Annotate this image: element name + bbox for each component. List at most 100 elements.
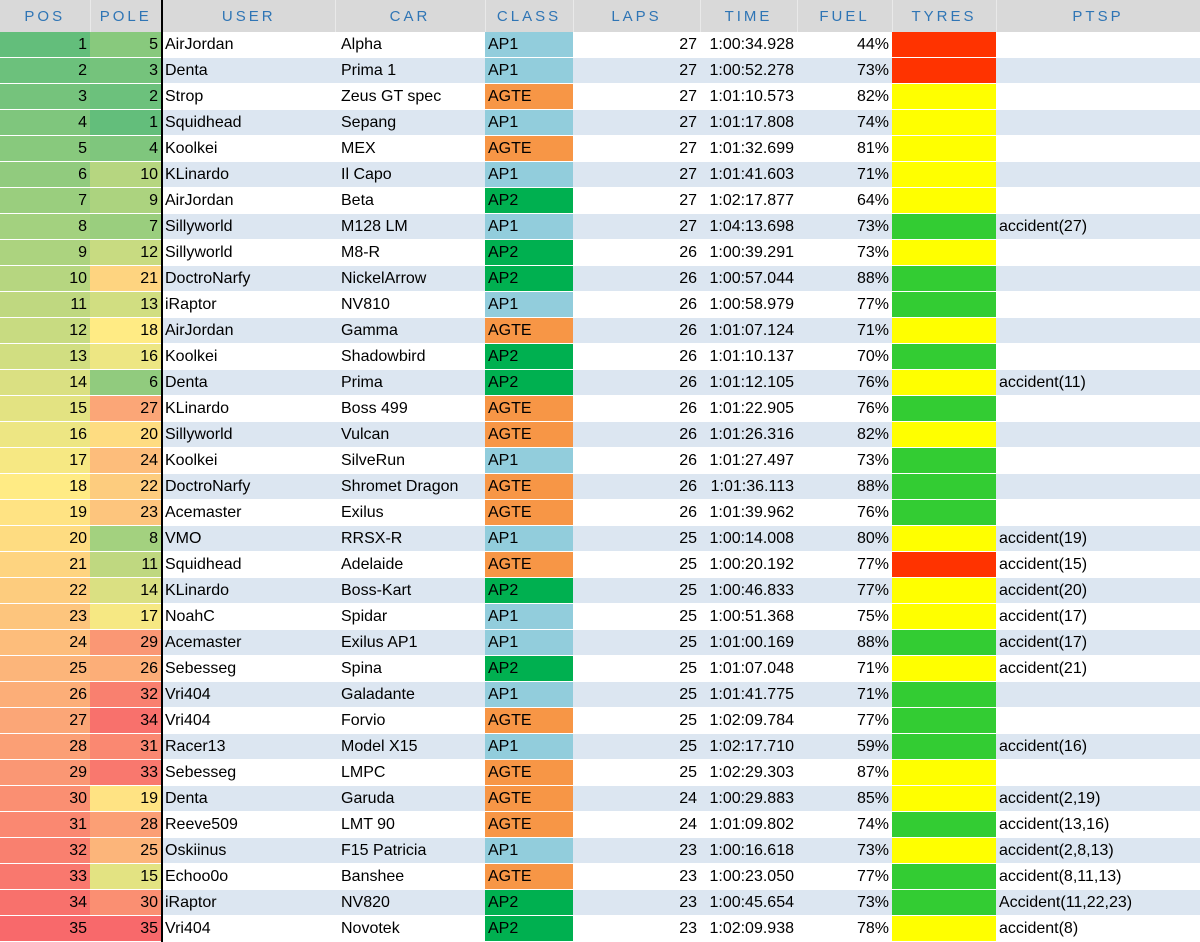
tyre-cell	[892, 57, 996, 84]
ptsp-cell: accident(21)	[996, 655, 1200, 682]
tyre-cell	[892, 317, 996, 344]
ptsp-cell: accident(13,16)	[996, 811, 1200, 838]
laps-cell: 26	[573, 239, 700, 266]
time-cell: 1:02:09.784	[700, 707, 797, 734]
time-cell: 1:01:10.137	[700, 343, 797, 370]
pole-cell: 8	[90, 525, 163, 552]
tyre-cell	[892, 837, 996, 864]
time-cell: 1:02:17.710	[700, 733, 797, 760]
fuel-cell: 76%	[797, 395, 892, 422]
header-fuel: FUEL	[797, 0, 893, 32]
pole-cell: 11	[90, 551, 163, 578]
table-row: 29 33 Sebesseg LMPC AGTE 25 1:02:29.303 87%	[0, 759, 1200, 786]
user-cell: Koolkei	[162, 447, 335, 474]
user-cell: Koolkei	[162, 343, 335, 370]
time-cell: 1:01:39.962	[700, 499, 797, 526]
fuel-cell: 73%	[797, 57, 892, 84]
user-cell: Vri404	[162, 681, 335, 708]
user-cell: Sebesseg	[162, 655, 335, 682]
ptsp-cell: accident(11)	[996, 369, 1200, 396]
table-row: 27 34 Vri404 Forvio AGTE 25 1:02:09.784 77%	[0, 707, 1200, 734]
laps-cell: 26	[573, 291, 700, 318]
car-cell: SilveRun	[335, 447, 485, 474]
table-row: 24 29 Acemaster Exilus AP1 AP1 25 1:01:00.169 8…	[0, 629, 1200, 656]
pole-cell: 26	[90, 655, 163, 682]
pole-cell: 9	[90, 187, 163, 214]
results-body: 1 5 AirJordan Alpha AP1 27 1:00:34.928 44% 2 3 Den…	[0, 32, 1200, 942]
car-cell: NickelArrow	[335, 265, 485, 292]
pos-cell: 16	[0, 421, 90, 448]
header-class: CLASS	[485, 0, 574, 32]
tyre-cell	[892, 681, 996, 708]
fuel-cell: 73%	[797, 837, 892, 864]
tyre-cell	[892, 551, 996, 578]
car-cell: LMT 90	[335, 811, 485, 838]
pole-cell: 7	[90, 213, 163, 240]
pole-cell: 18	[90, 317, 163, 344]
time-cell: 1:01:27.497	[700, 447, 797, 474]
tyre-cell	[892, 395, 996, 422]
time-cell: 1:00:16.618	[700, 837, 797, 864]
pole-cell: 5	[90, 32, 163, 58]
pole-cell: 32	[90, 681, 163, 708]
class-cell: AGTE	[485, 785, 573, 812]
time-cell: 1:02:09.938	[700, 915, 797, 942]
table-row: 11 13 iRaptor NV810 AP1 26 1:00:58.979 77%	[0, 291, 1200, 318]
fuel-cell: 81%	[797, 135, 892, 162]
ptsp-cell: accident(17)	[996, 629, 1200, 656]
table-row: 31 28 Reeve509 LMT 90 AGTE 24 1:01:09.802 74% ac…	[0, 811, 1200, 838]
car-cell: Banshee	[335, 863, 485, 890]
pos-cell: 9	[0, 239, 90, 266]
time-cell: 1:00:46.833	[700, 577, 797, 604]
ptsp-cell	[996, 109, 1200, 136]
class-cell: AP2	[485, 655, 573, 682]
tyre-cell	[892, 265, 996, 292]
header-pole: POLE	[90, 0, 163, 32]
pos-cell: 3	[0, 83, 90, 110]
ptsp-cell: accident(27)	[996, 213, 1200, 240]
header-ptsp: PTSP	[996, 0, 1200, 32]
time-cell: 1:00:20.192	[700, 551, 797, 578]
user-cell: Sillyworld	[162, 239, 335, 266]
class-cell: AP1	[485, 32, 573, 58]
table-row: 2 3 Denta Prima 1 AP1 27 1:00:52.278 73%	[0, 57, 1200, 84]
pos-cell: 25	[0, 655, 90, 682]
laps-cell: 25	[573, 525, 700, 552]
laps-cell: 25	[573, 629, 700, 656]
class-cell: AP1	[485, 681, 573, 708]
pole-cell: 35	[90, 915, 163, 942]
class-cell: AGTE	[485, 135, 573, 162]
tyre-cell	[892, 473, 996, 500]
class-cell: AP1	[485, 525, 573, 552]
fuel-cell: 88%	[797, 265, 892, 292]
pole-cell: 3	[90, 57, 163, 84]
time-cell: 1:01:32.699	[700, 135, 797, 162]
ptsp-cell: accident(15)	[996, 551, 1200, 578]
tyre-cell	[892, 655, 996, 682]
pos-cell: 13	[0, 343, 90, 370]
class-cell: AGTE	[485, 759, 573, 786]
fuel-cell: 73%	[797, 447, 892, 474]
time-cell: 1:01:00.169	[700, 629, 797, 656]
time-cell: 1:00:52.278	[700, 57, 797, 84]
table-row: 5 4 Koolkei MEX AGTE 27 1:01:32.699 81%	[0, 135, 1200, 162]
tyre-cell	[892, 421, 996, 448]
tyre-cell	[892, 577, 996, 604]
ptsp-cell	[996, 317, 1200, 344]
car-cell: NV810	[335, 291, 485, 318]
fuel-cell: 73%	[797, 239, 892, 266]
car-cell: Vulcan	[335, 421, 485, 448]
pos-cell: 30	[0, 785, 90, 812]
fuel-cell: 64%	[797, 187, 892, 214]
fuel-cell: 88%	[797, 629, 892, 656]
tyre-cell	[892, 915, 996, 942]
table-row: 22 14 KLinardo Boss-Kart AP2 25 1:00:46.833 77%…	[0, 577, 1200, 604]
table-row: 32 25 Oskiinus F15 Patricia AP1 23 1:00:16.618…	[0, 837, 1200, 864]
pole-cell: 15	[90, 863, 163, 890]
tyre-cell	[892, 525, 996, 552]
laps-cell: 27	[573, 83, 700, 110]
car-cell: Garuda	[335, 785, 485, 812]
fuel-cell: 71%	[797, 161, 892, 188]
fuel-cell: 77%	[797, 863, 892, 890]
laps-cell: 27	[573, 161, 700, 188]
